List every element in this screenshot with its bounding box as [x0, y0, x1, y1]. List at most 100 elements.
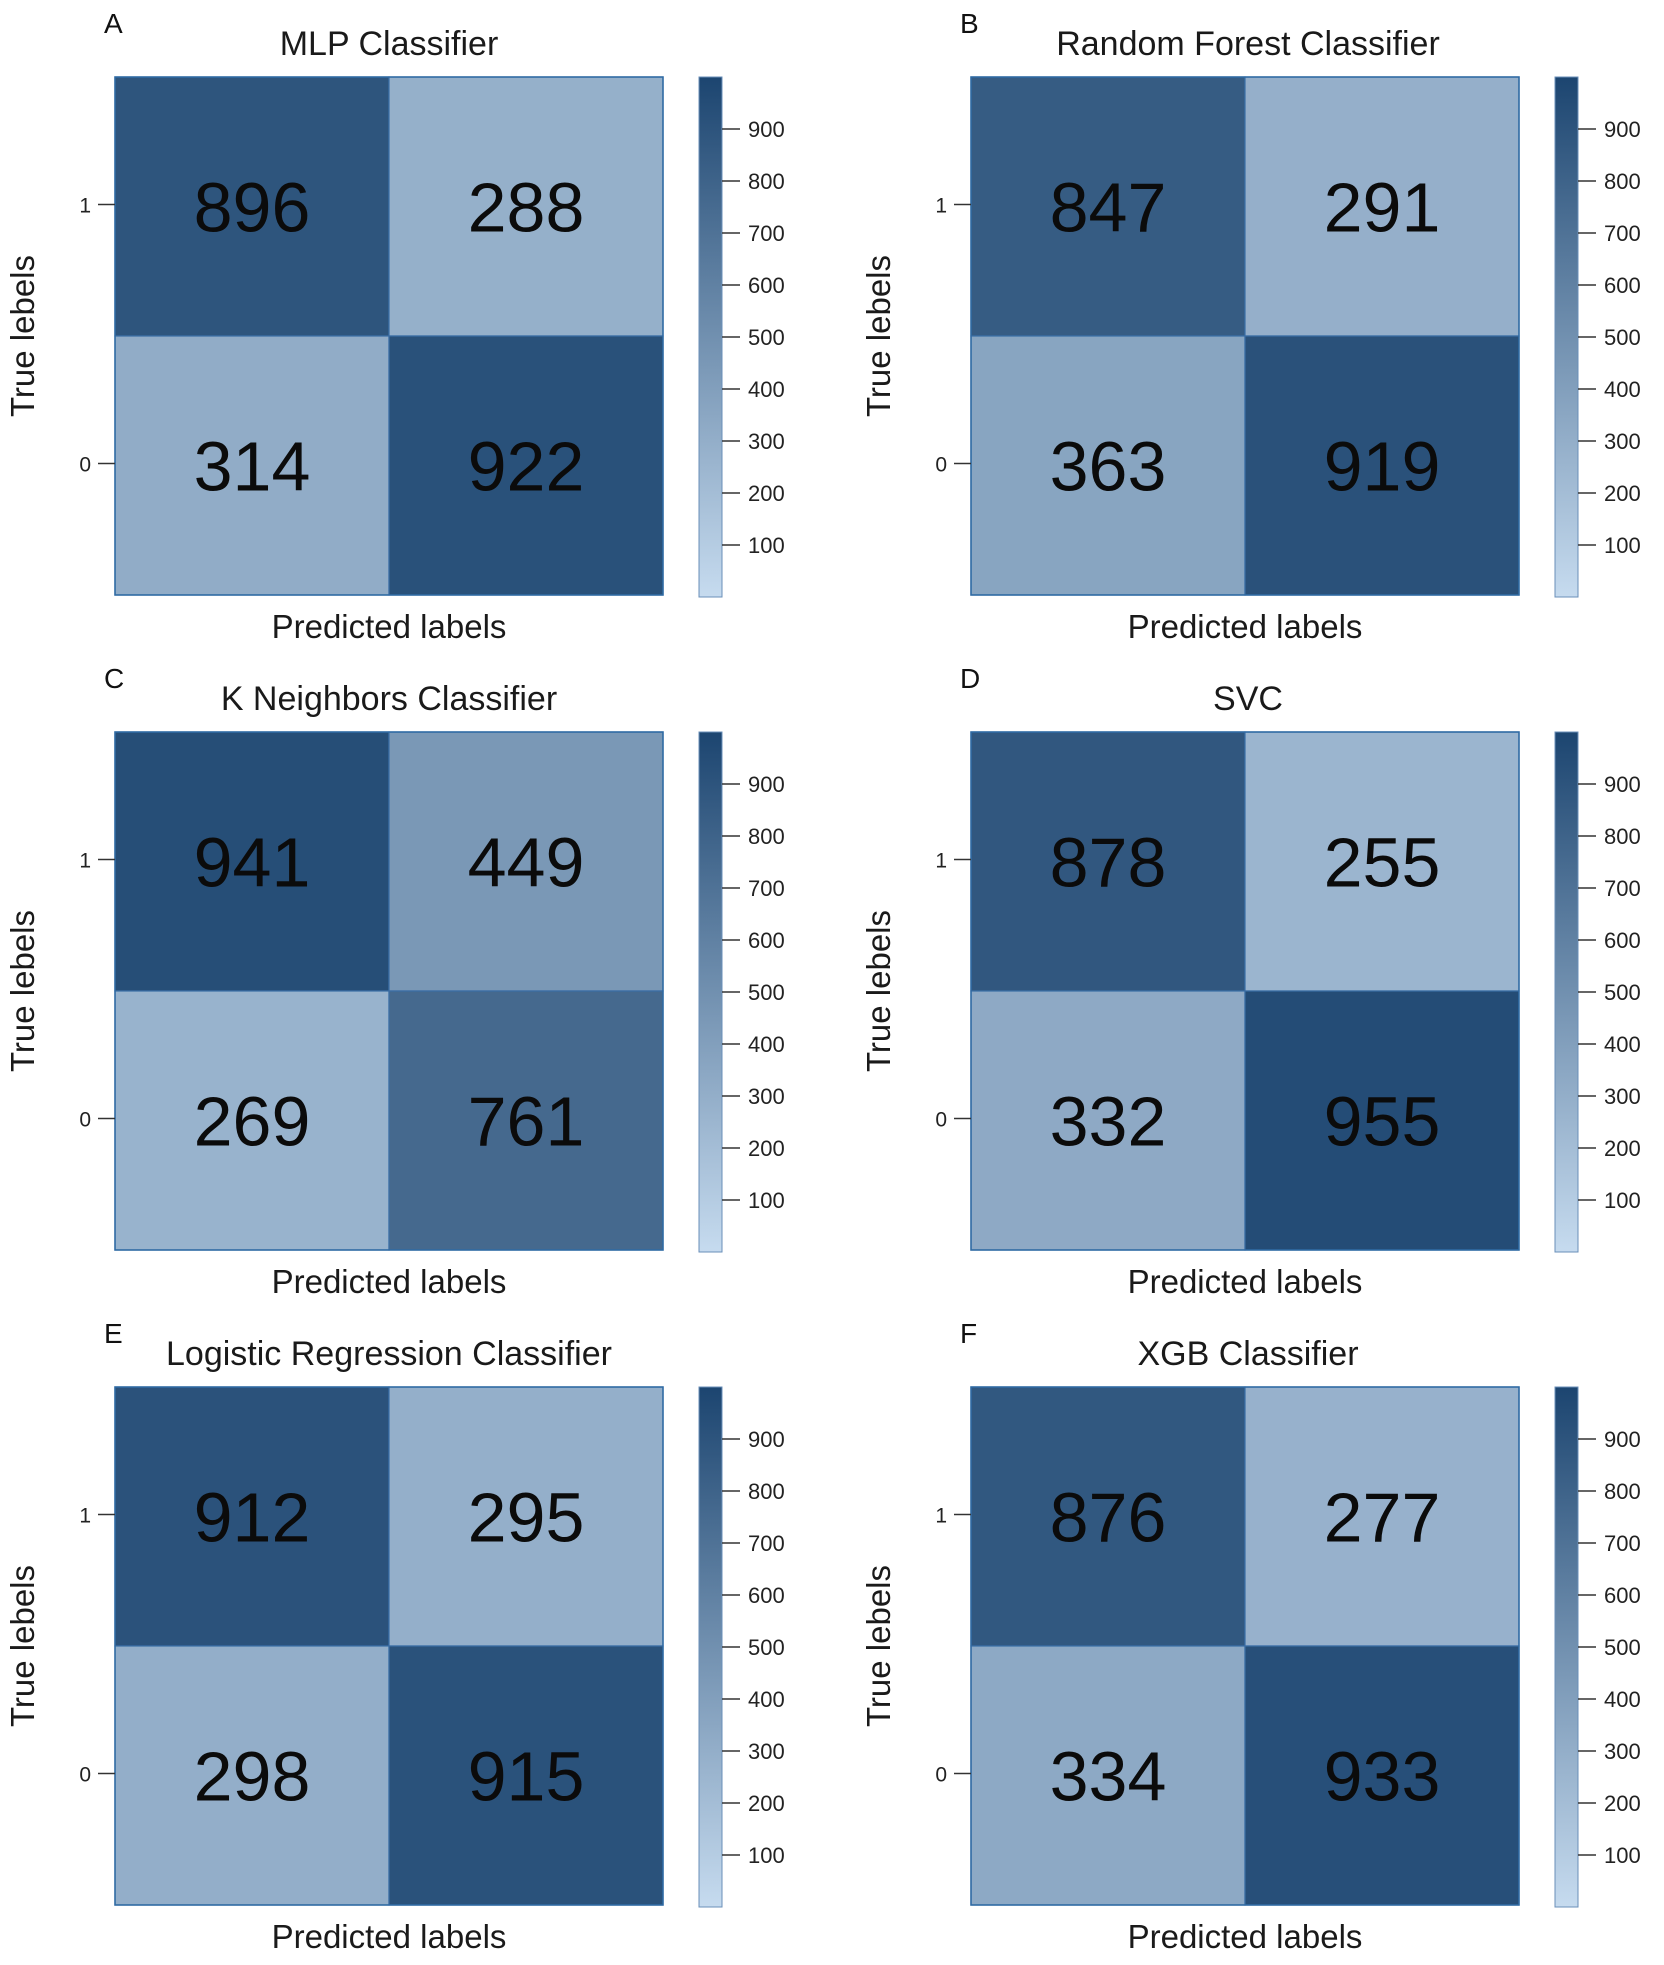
- row-tick-label: 0: [79, 1109, 91, 1132]
- matrix-frame: [114, 731, 664, 1251]
- colorbar: [1554, 76, 1579, 598]
- colorbar-tick-label: 800: [1604, 824, 1641, 849]
- colorbar-tick-label: 500: [1604, 325, 1641, 350]
- cell-value-label: 291: [1324, 169, 1441, 247]
- colorbar-tick-label: 300: [748, 1084, 785, 1109]
- x-axis-label: Predicted labels: [272, 1918, 507, 1955]
- colorbar: [1554, 731, 1579, 1253]
- colorbar-tick-label: 500: [1604, 980, 1641, 1005]
- cell-value-label: 878: [1050, 824, 1167, 902]
- colorbar-tick-label: 700: [748, 221, 785, 246]
- row-tick-label: 1: [935, 195, 947, 218]
- panel-c: C K Neighbors Classifier 941 449 269 761 1 0 Pre…: [4, 663, 785, 1300]
- colorbar-tick-label: 100: [1604, 1843, 1641, 1868]
- matrix-frame: [970, 1386, 1520, 1906]
- heatmap-cell-k-neighbors-classifier-r0-c1: [388, 731, 664, 992]
- x-axis-label: Predicted labels: [272, 1263, 507, 1300]
- heatmap-cell-k-neighbors-classifier-r1-c0: [114, 990, 390, 1251]
- panel-letter: E: [104, 1318, 123, 1349]
- colorbar-tick-label: 100: [748, 1843, 785, 1868]
- y-axis-label: True lebels: [4, 910, 41, 1072]
- colorbar-tick-label: 800: [748, 824, 785, 849]
- cell-value-label: 941: [194, 824, 311, 902]
- row-tick-label: 1: [935, 1505, 947, 1528]
- heatmap-cell-mlp-classifier-r1-c0: [114, 335, 390, 596]
- cell-value-label: 912: [194, 1479, 311, 1557]
- panel-e: E Logistic Regression Classifier 912 295 298…: [4, 1318, 785, 1955]
- colorbar-tick-label: 900: [1604, 772, 1641, 797]
- heatmap-cell-mlp-classifier-r0-c0: [114, 76, 390, 337]
- row-tick-label: 0: [935, 1764, 947, 1787]
- colorbar-tick-label: 200: [1604, 1136, 1641, 1161]
- y-axis-label: True lebels: [860, 1565, 897, 1727]
- colorbar-tick-label: 300: [1604, 1739, 1641, 1764]
- colorbar-tick-label: 600: [1604, 1583, 1641, 1608]
- panel-letter: A: [104, 8, 123, 39]
- colorbar-tick-label: 600: [748, 1583, 785, 1608]
- cell-value-label: 334: [1050, 1738, 1167, 1816]
- colorbar-tick-label: 200: [1604, 1791, 1641, 1816]
- heatmap-cell-svc-r0-c1: [1244, 731, 1520, 992]
- colorbar: [698, 1386, 723, 1908]
- colorbar-tick-label: 400: [748, 377, 785, 402]
- cell-value-label: 761: [468, 1083, 585, 1161]
- colorbar-tick-label: 800: [1604, 1479, 1641, 1504]
- heatmap-cell-mlp-classifier-r1-c1: [388, 335, 664, 596]
- panel-title: Logistic Regression Classifier: [166, 1335, 612, 1373]
- heatmap-cell-random-forest-classifier-r0-c0: [970, 76, 1246, 337]
- cell-value-label: 919: [1324, 428, 1441, 506]
- colorbar-tick-label: 300: [1604, 1084, 1641, 1109]
- row-tick-label: 0: [79, 1764, 91, 1787]
- y-axis-label: True lebels: [4, 1565, 41, 1727]
- row-tick-label: 0: [935, 454, 947, 477]
- colorbar-tick-label: 500: [748, 1635, 785, 1660]
- cell-value-label: 332: [1050, 1083, 1167, 1161]
- row-tick-label: 0: [79, 454, 91, 477]
- colorbar-tick-label: 600: [748, 928, 785, 953]
- heatmap-cell-logistic-regression-classifier-r0-c0: [114, 1386, 390, 1647]
- row-tick-label: 1: [79, 850, 91, 873]
- colorbar-tick-label: 800: [1604, 169, 1641, 194]
- cell-value-label: 314: [194, 428, 311, 506]
- y-axis-label: True lebels: [860, 910, 897, 1072]
- colorbar-tick-label: 700: [748, 1531, 785, 1556]
- colorbar-tick-label: 400: [1604, 1032, 1641, 1057]
- x-axis-label: Predicted labels: [1128, 1263, 1363, 1300]
- row-tick-label: 1: [79, 195, 91, 218]
- cell-value-label: 847: [1050, 169, 1167, 247]
- cell-value-label: 277: [1324, 1479, 1441, 1557]
- x-axis-label: Predicted labels: [272, 608, 507, 645]
- colorbar-tick-label: 500: [748, 980, 785, 1005]
- colorbar-tick-label: 300: [748, 1739, 785, 1764]
- cell-value-label: 896: [194, 169, 311, 247]
- cell-value-label: 449: [468, 824, 585, 902]
- colorbar-tick-label: 400: [1604, 1687, 1641, 1712]
- row-tick-label: 1: [935, 850, 947, 873]
- colorbar-tick-label: 300: [1604, 429, 1641, 454]
- matrix-frame: [970, 76, 1520, 596]
- colorbar-tick-label: 200: [748, 481, 785, 506]
- heatmap-cell-k-neighbors-classifier-r0-c0: [114, 731, 390, 992]
- matrix-frame: [970, 731, 1520, 1251]
- panel-title: SVC: [1213, 680, 1283, 718]
- heatmap-cell-logistic-regression-classifier-r1-c0: [114, 1645, 390, 1906]
- cell-value-label: 255: [1324, 824, 1441, 902]
- colorbar-tick-label: 900: [1604, 1427, 1641, 1452]
- heatmap-cell-svc-r0-c0: [970, 731, 1246, 992]
- colorbar-tick-label: 600: [748, 273, 785, 298]
- panel-title: K Neighbors Classifier: [221, 680, 557, 718]
- panel-letter: D: [960, 663, 980, 694]
- panel-b: B Random Forest Classifier 847 291 363 919 1 0 P…: [860, 8, 1641, 645]
- y-axis-label: True lebels: [4, 255, 41, 417]
- colorbar-tick-label: 200: [748, 1791, 785, 1816]
- colorbar-tick-label: 100: [1604, 1188, 1641, 1213]
- heatmap-cell-xgb-classifier-r1-c1: [1244, 1645, 1520, 1906]
- colorbar-tick-label: 500: [1604, 1635, 1641, 1660]
- colorbar: [1554, 1386, 1579, 1908]
- row-tick-label: 1: [79, 1505, 91, 1528]
- colorbar-tick-label: 100: [748, 533, 785, 558]
- heatmap-cell-svc-r1-c1: [1244, 990, 1520, 1251]
- colorbar-tick-label: 700: [1604, 876, 1641, 901]
- panel-d: D SVC 878 255 332 955 1 0 Predicted labels True l…: [860, 663, 1641, 1300]
